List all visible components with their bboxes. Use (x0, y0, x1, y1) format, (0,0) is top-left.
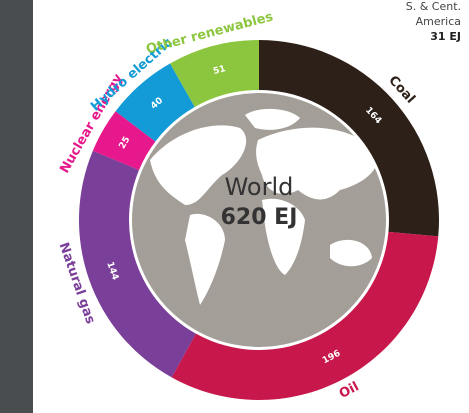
note-line: America (416, 15, 461, 28)
center-value: 620 EJ (221, 205, 298, 230)
note-value: 31 EJ (430, 30, 461, 43)
world-map (150, 108, 378, 305)
side-strip (0, 0, 33, 413)
category-label: Oil (337, 379, 362, 402)
donut-segment (115, 63, 195, 142)
donut-segment (259, 40, 439, 237)
note-line: S. & Cent. (406, 0, 461, 13)
donut-segment (92, 111, 156, 170)
donut-segment (170, 40, 259, 107)
donut-segment (79, 150, 196, 378)
donut-segment (171, 231, 439, 400)
center-title: World (225, 173, 294, 201)
value-label: 51 (212, 64, 227, 77)
